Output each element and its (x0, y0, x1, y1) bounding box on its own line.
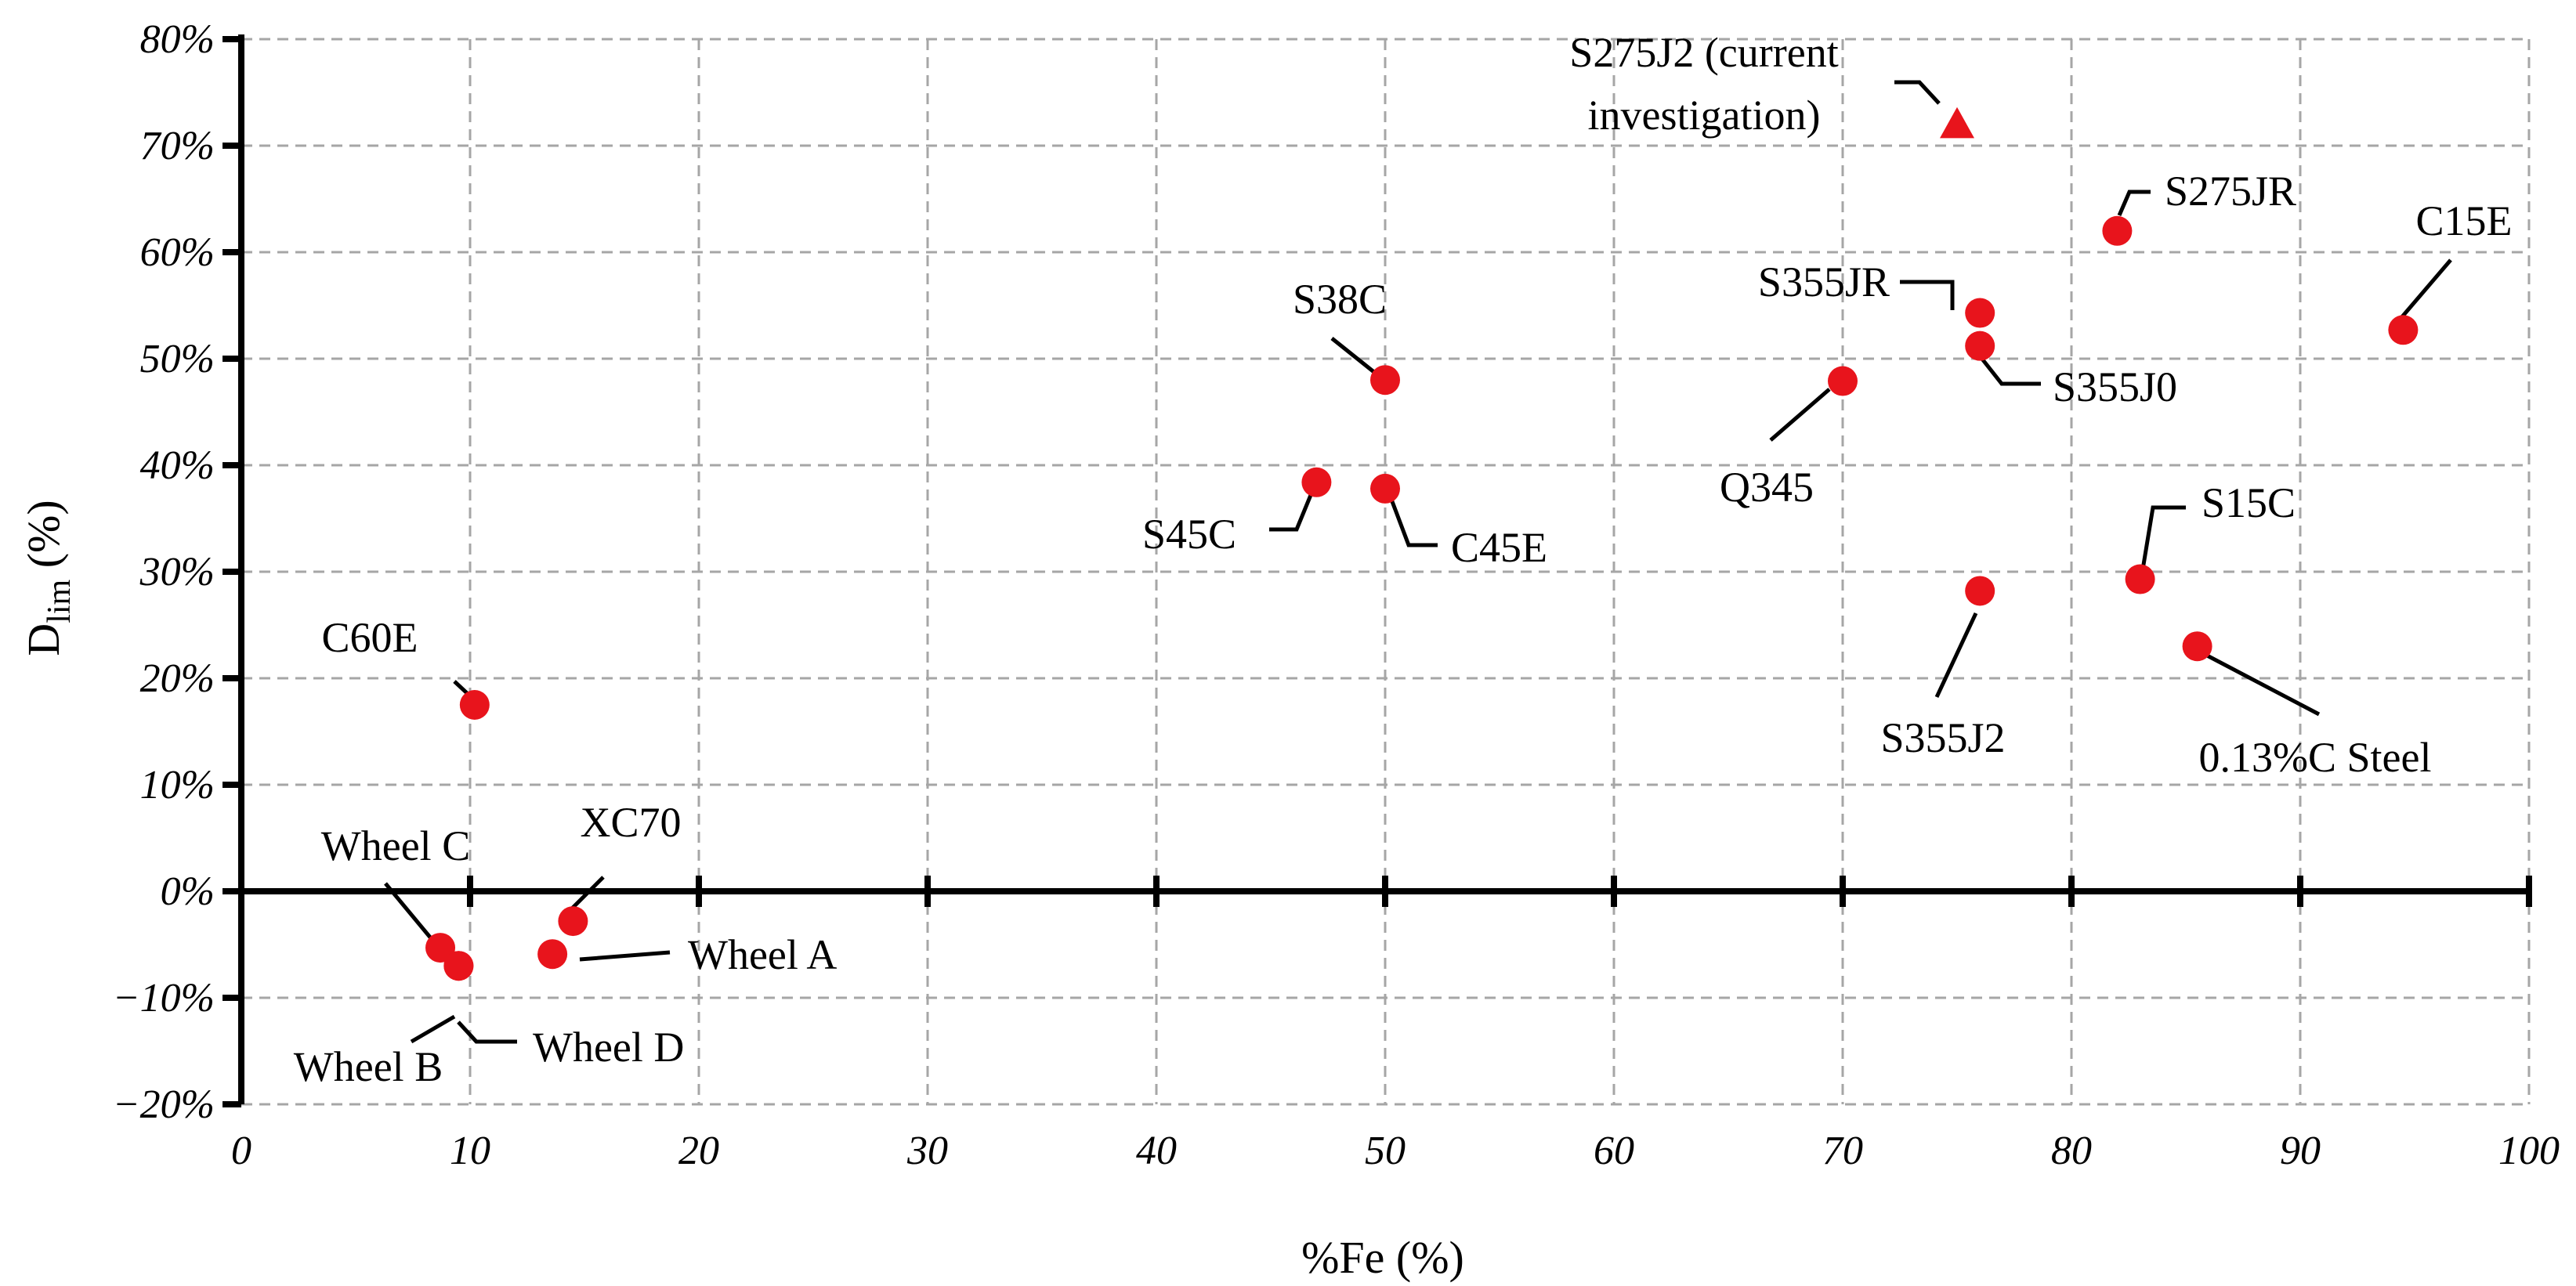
y-tick-label: 10% (140, 763, 215, 807)
leader-line (2398, 258, 2452, 321)
x-tick-labels: 0 10 20 30 40 50 60 70 80 90 100 (231, 1129, 2560, 1173)
point-label: S355J2 (1880, 714, 2005, 761)
point-label: C15E (2415, 197, 2512, 244)
y-tick-labels: 80% 70% 60% 50% 40% 30% 20% 10% 0% −10% −20% (113, 17, 215, 1127)
x-tick-label: 90 (2280, 1129, 2321, 1173)
data-point (1965, 331, 1995, 361)
x-tick-label: 0 (231, 1129, 251, 1173)
y-tick-label: 30% (139, 550, 215, 594)
leader-line (1900, 280, 1955, 310)
point-label: C60E (321, 614, 418, 661)
point-label: S275JR (2165, 168, 2296, 215)
leader-line (1977, 352, 2041, 386)
point-label: 0.13%C Steel (2199, 734, 2432, 781)
data-point (2125, 564, 2155, 594)
leader-line (2192, 646, 2321, 717)
point-label: S355J0 (2053, 363, 2177, 410)
x-tick-label: 30 (906, 1129, 948, 1173)
point-label: Wheel D (533, 1024, 684, 1071)
point-label: Wheel A (688, 931, 837, 978)
y-tick-label: 80% (140, 17, 215, 62)
axes (223, 34, 2532, 1107)
y-axis-title-main: D (18, 623, 69, 656)
data-point (2388, 315, 2419, 345)
point-label: S38C (1293, 276, 1387, 323)
y-axis-title-unit: (%) (18, 500, 69, 579)
x-tick-label: 40 (1136, 1129, 1177, 1173)
point-label: S355JR (1758, 258, 1890, 305)
leader-line (457, 1020, 517, 1044)
leader-line (1269, 485, 1317, 532)
y-tick-label: 20% (140, 656, 215, 701)
x-tick-label: 60 (1594, 1129, 1634, 1173)
y-tick-label: −10% (113, 976, 215, 1020)
data-point (1370, 473, 1400, 504)
x-tick-label: 100 (2498, 1129, 2560, 1173)
data-point (1965, 298, 1995, 328)
point-label: Q345 (1720, 464, 1814, 511)
y-axis-title: Dlim (%) (18, 500, 78, 656)
data-point (1370, 365, 1400, 396)
x-tick-label: 50 (1365, 1129, 1406, 1173)
leader-line (384, 882, 440, 949)
y-axis-title-subscript: lim (42, 579, 78, 623)
leader-line (410, 1014, 456, 1044)
leader-line (1330, 337, 1380, 377)
leader-line (1934, 612, 1978, 699)
y-tick-label: 40% (140, 443, 215, 488)
data-point (537, 939, 568, 970)
point-label: Wheel B (294, 1043, 443, 1090)
data-point (2102, 215, 2133, 246)
leader-line (1894, 80, 1941, 105)
leader-line (2117, 190, 2151, 216)
data-point (1301, 467, 1332, 497)
data-point (2182, 631, 2212, 662)
point-label: S15C (2202, 479, 2296, 526)
data-point-triangle (1940, 107, 1974, 139)
x-tick-label: 70 (1822, 1129, 1863, 1173)
point-label: S45C (1142, 511, 1236, 558)
data-point (558, 906, 588, 937)
data-point (443, 951, 474, 981)
y-tick-label: 0% (161, 869, 215, 914)
grid (241, 38, 2531, 1106)
y-tick-label: 60% (140, 230, 215, 275)
data-point (1828, 366, 1858, 396)
x-tick-label: 80 (2051, 1129, 2092, 1173)
x-axis-title: %Fe (%) (1301, 1232, 1464, 1283)
data-points (425, 107, 2419, 981)
data-point (459, 690, 490, 720)
point-label: S275J2 (current investigation) (1569, 29, 1838, 139)
point-labels: C60E Wheel C Wheel B Wheel D XC70 Wheel A S38C… (294, 29, 2513, 1090)
x-tick-label: 20 (678, 1129, 719, 1173)
y-tick-label: 70% (140, 124, 215, 168)
leader-lines (384, 80, 2452, 1044)
y-tick-label: −20% (113, 1082, 215, 1127)
point-label: C45E (1451, 524, 1547, 571)
data-point (1965, 576, 1995, 606)
x-tick-label: 10 (450, 1129, 490, 1173)
leader-line (1769, 388, 1831, 442)
y-tick-label: 50% (140, 337, 215, 381)
point-label: Wheel C (321, 822, 470, 869)
leader-line (579, 950, 671, 962)
point-label: XC70 (580, 799, 681, 846)
leader-line (1388, 497, 1438, 547)
leader-line (2140, 505, 2186, 570)
data-point (425, 933, 456, 963)
